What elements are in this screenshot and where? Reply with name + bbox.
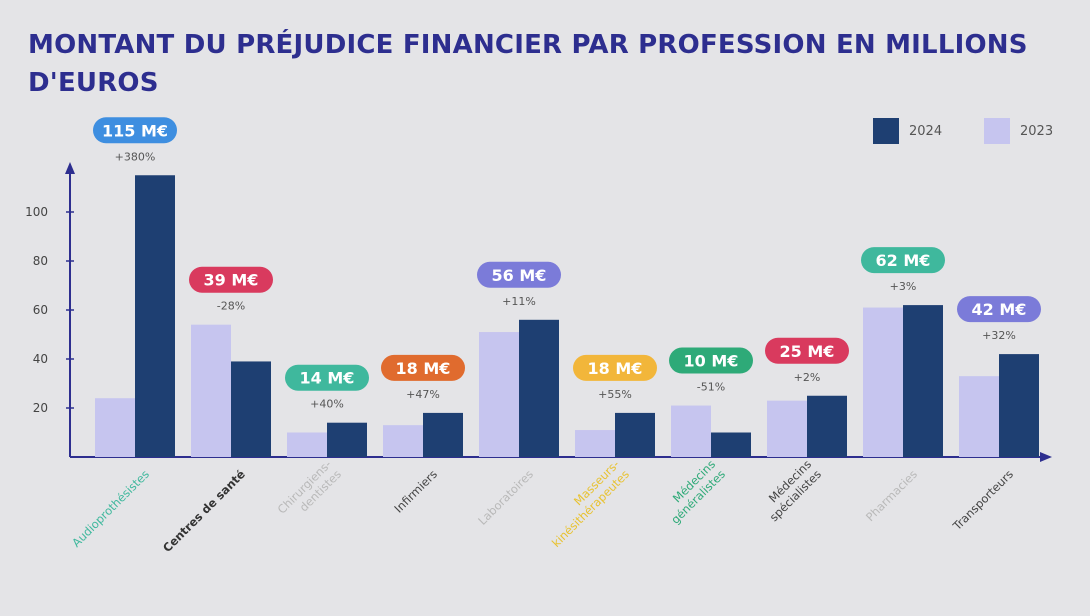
category-label: Transporteurs [949, 467, 1016, 534]
amount-label: 14 M€ [300, 369, 355, 388]
bar-2023 [95, 398, 135, 457]
legend-2024-swatch [873, 118, 899, 144]
change-label: +380% [115, 150, 156, 163]
x-axis-arrow [1040, 452, 1052, 462]
amount-badge [765, 337, 849, 364]
amount-label: 62 M€ [876, 251, 931, 270]
bar-2024 [711, 432, 751, 457]
amount-badge [93, 117, 177, 144]
bar-2023 [767, 400, 807, 457]
amount-badge [285, 364, 369, 391]
y-tick-label: 40 [33, 352, 48, 366]
bar-2024 [999, 354, 1039, 457]
bar-2024 [615, 412, 655, 457]
amount-label: 115 M€ [102, 121, 168, 140]
change-label: -51% [697, 381, 725, 394]
category-label: Pharmacies [863, 467, 920, 524]
change-label: +32% [982, 329, 1016, 342]
category-label: Audioprothésistes [69, 467, 152, 550]
chart-title: MONTANT DU PRÉJUDICE FINANCIER PAR PROFE… [28, 30, 1028, 98]
y-tick-label: 100 [25, 205, 48, 219]
bar-2024 [519, 319, 559, 457]
amount-label: 25 M€ [780, 342, 835, 361]
amount-label: 18 M€ [588, 359, 643, 378]
category-label-group: Centres de santé [160, 467, 248, 555]
amount-badge [957, 296, 1041, 323]
bar-2024 [807, 395, 847, 457]
category-label: Laboratoires [475, 467, 536, 528]
legend-2023: 2023 [984, 116, 1053, 146]
change-label: +47% [406, 388, 440, 401]
bar-2024 [327, 422, 367, 457]
category-label-group: Pharmacies [863, 467, 920, 524]
amount-badge [669, 347, 753, 374]
amount-label: 56 M€ [492, 266, 547, 285]
y-tick-label: 20 [33, 401, 48, 415]
change-label: +40% [310, 398, 344, 411]
amount-badge [573, 354, 657, 381]
amount-badge [189, 266, 273, 293]
change-label: +2% [794, 371, 821, 384]
amount-label: 10 M€ [684, 352, 739, 371]
bar-2024 [423, 412, 463, 457]
bar-2023 [383, 425, 423, 457]
y-axis-arrow [65, 162, 75, 174]
legend-2024: 2024 [873, 116, 942, 146]
category-label: Centres de santé [160, 467, 248, 555]
legend-2023-label: 2023 [1020, 123, 1054, 139]
bar-2023 [191, 324, 231, 457]
y-tick-label: 60 [33, 303, 48, 317]
amount-label: 42 M€ [972, 300, 1027, 319]
y-tick-label: 80 [33, 254, 48, 268]
category-label-group: Chirurgiens-dentistes [275, 457, 344, 516]
legend-2023-swatch [984, 118, 1010, 144]
category-label: Infirmiers [391, 467, 440, 516]
bar-2023 [479, 332, 519, 457]
change-label: +3% [890, 280, 917, 293]
category-label-group: Infirmiers [391, 467, 440, 516]
category-label-group: Masseurs-kinésithérapeutes [549, 457, 632, 550]
bar-2023 [863, 307, 903, 457]
bar-2023 [959, 376, 999, 457]
category-label-group: Transporteurs [949, 467, 1016, 534]
change-label: +55% [598, 388, 632, 401]
bar-2023 [575, 430, 615, 457]
bar-2024 [231, 361, 271, 457]
change-label: +11% [502, 295, 536, 308]
bar-2023 [671, 405, 711, 457]
legend-2024-label: 2024 [909, 123, 943, 139]
bar-2023 [287, 432, 327, 457]
amount-badge [477, 261, 561, 288]
category-label-group: Audioprothésistes [69, 467, 152, 550]
change-label: -28% [217, 300, 245, 313]
category-label-group: Laboratoires [475, 467, 536, 528]
bar-2024 [903, 305, 943, 457]
bar-2024 [135, 175, 175, 457]
amount-label: 18 M€ [396, 359, 451, 378]
amount-label: 39 M€ [204, 271, 259, 290]
amount-badge [381, 354, 465, 381]
amount-badge [861, 247, 945, 274]
